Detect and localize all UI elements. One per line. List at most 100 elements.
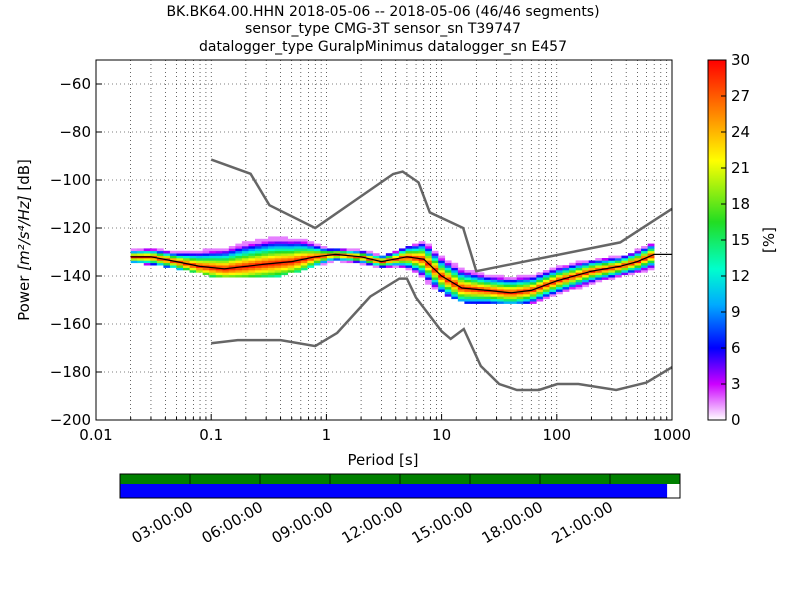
psd-cell xyxy=(464,284,472,288)
psd-cell xyxy=(516,282,524,285)
psd-cell xyxy=(261,265,269,268)
psd-cell xyxy=(438,282,446,285)
psd-cell xyxy=(444,279,452,283)
psd-cell xyxy=(634,248,642,252)
psd-cell xyxy=(169,250,177,254)
psd-cell xyxy=(287,238,295,242)
psd-cell xyxy=(202,260,210,264)
psd-cell xyxy=(621,270,629,273)
psd-cell xyxy=(451,294,459,297)
y-axis-label: Power [m²/s⁴/Hz] [dB] xyxy=(15,159,33,321)
psd-cell xyxy=(150,258,158,261)
psd-cell xyxy=(294,238,302,242)
colorbar-tick-label: 18 xyxy=(731,195,750,213)
psd-cell xyxy=(556,267,563,271)
psd-cell xyxy=(163,255,171,259)
psd-cell xyxy=(130,253,138,256)
psd-cell xyxy=(222,270,230,273)
psd-cell xyxy=(130,248,138,252)
psd-cell xyxy=(569,262,576,266)
psd-cell xyxy=(582,282,590,285)
psd-cell xyxy=(209,267,217,271)
psd-cell xyxy=(556,286,563,290)
x-tick-label: 10 xyxy=(432,426,451,444)
psd-cell xyxy=(228,267,236,271)
psd-cell xyxy=(320,258,328,261)
psd-cell xyxy=(268,262,275,266)
psd-cell xyxy=(294,265,302,268)
psd-cell xyxy=(255,241,262,244)
psd-cell xyxy=(183,258,190,261)
psd-cell xyxy=(484,301,491,304)
y-tick-label: −140 xyxy=(50,267,91,285)
psd-cell xyxy=(268,258,275,261)
psd-cell xyxy=(444,274,452,278)
psd-cell xyxy=(588,267,596,271)
plot-area: 0.01 0.1 1 10 100 1000 −200 −180 −160 −140 −120 −1… xyxy=(15,59,691,469)
psd-cell xyxy=(372,260,380,264)
psd-cell xyxy=(359,260,367,264)
psd-cell xyxy=(281,272,289,276)
timeline-tick-label: 09:00:00 xyxy=(269,498,336,547)
psd-cell xyxy=(575,260,583,264)
psd-cell xyxy=(575,272,583,276)
psd-cell xyxy=(137,253,145,256)
psd-cell xyxy=(516,298,524,302)
psd-cell xyxy=(575,279,583,283)
colorbar-tick-label: 27 xyxy=(731,87,750,105)
psd-cell xyxy=(457,294,465,297)
psd-cell xyxy=(536,272,544,276)
psd-cell xyxy=(647,258,655,261)
psd-cell xyxy=(595,279,603,283)
psd-cell xyxy=(248,260,256,264)
psd-cell xyxy=(392,262,400,266)
psd-cell xyxy=(529,294,537,297)
psd-cell xyxy=(536,286,544,290)
psd-cell xyxy=(536,289,544,292)
psd-cell xyxy=(255,274,262,278)
psd-cell xyxy=(418,241,426,244)
x-tick-label: 0.1 xyxy=(199,426,223,444)
psd-cell xyxy=(516,274,524,278)
psd-cell xyxy=(516,279,524,283)
psd-cell xyxy=(457,270,465,273)
psd-cell xyxy=(143,262,151,266)
psd-cell xyxy=(556,277,563,280)
psd-cell xyxy=(261,270,269,273)
psd-cell xyxy=(627,253,635,256)
psd-cell xyxy=(575,274,583,278)
psd-cell xyxy=(326,255,334,259)
psd-cell xyxy=(588,282,596,285)
psd-cell xyxy=(268,241,275,244)
psd-cell xyxy=(608,255,616,259)
psd-cell xyxy=(268,253,275,256)
psd-cell xyxy=(549,270,557,273)
high-noise-model-line xyxy=(210,158,673,273)
psd-cell xyxy=(307,248,315,252)
psd-cell xyxy=(274,272,282,276)
psd-cell xyxy=(392,253,400,256)
psd-cell xyxy=(183,265,190,268)
psd-cell xyxy=(425,248,432,252)
psd-cell xyxy=(627,255,635,259)
psd-cell xyxy=(556,282,563,285)
psd-cell xyxy=(549,272,557,276)
psd-cell xyxy=(641,258,648,261)
psd-cell xyxy=(529,277,537,280)
psd-cell xyxy=(379,262,387,266)
psd-cell xyxy=(608,267,616,271)
psd-cell xyxy=(477,277,485,280)
psd-cell xyxy=(176,250,184,254)
y-tick-label: −100 xyxy=(50,171,91,189)
psd-cell xyxy=(412,243,419,247)
psd-cell xyxy=(438,260,446,264)
psd-cell xyxy=(228,250,236,254)
colorbar-tick-label: 9 xyxy=(731,303,741,321)
psd-cell xyxy=(255,250,262,254)
y-tick-label: −160 xyxy=(50,315,91,333)
psd-cell xyxy=(287,255,295,259)
psd-cell xyxy=(202,258,210,261)
psd-cell xyxy=(268,274,275,278)
psd-cell xyxy=(261,274,269,278)
psd-cell xyxy=(150,248,158,252)
